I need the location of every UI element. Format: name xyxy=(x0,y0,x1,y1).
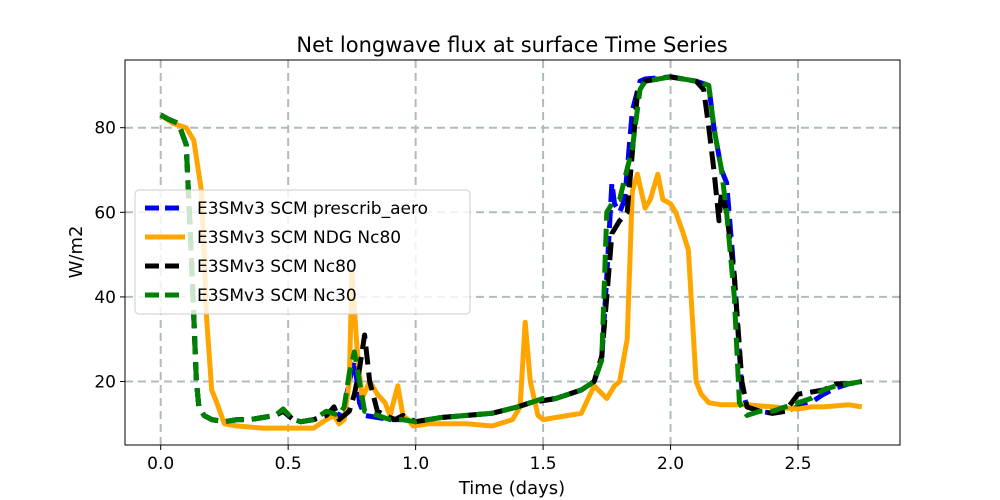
plot-frame xyxy=(124,59,901,446)
series-line-2 xyxy=(159,112,863,431)
x-axis-label: Time (days) xyxy=(458,478,565,499)
y-axis-label: W/m2 xyxy=(66,226,87,279)
series-lines xyxy=(159,74,863,431)
chart-title: Net longwave flux at surface Time Series xyxy=(296,33,727,57)
legend-label-3: E3SMv3 SCM Nc80 xyxy=(197,257,357,277)
y-axis-ticks: 20 40 60 80 xyxy=(94,119,125,393)
legend-label-1: E3SMv3 SCM prescrib_aero xyxy=(197,199,428,219)
legend-items: E3SMv3 SCM prescrib_aero E3SMv3 SCM NDG N… xyxy=(145,199,428,306)
y-tick-label: 60 xyxy=(94,203,116,223)
x-tick-label: 2.0 xyxy=(657,454,684,474)
legend-label-4: E3SMv3 SCM Nc30 xyxy=(197,286,357,306)
x-axis-ticks: 0.0 0.5 1.0 1.5 2.0 2.5 xyxy=(147,445,812,474)
legend-label-2: E3SMv3 SCM NDG Nc80 xyxy=(197,228,401,248)
x-tick-label: 1.5 xyxy=(530,454,557,474)
x-tick-label: 0.5 xyxy=(275,454,302,474)
x-tick-label: 1.0 xyxy=(402,454,429,474)
series-line-4 xyxy=(159,74,863,425)
y-tick-label: 80 xyxy=(94,119,116,139)
y-tick-label: 40 xyxy=(94,288,116,308)
x-tick-label: 2.5 xyxy=(785,454,812,474)
x-tick-label: 0.0 xyxy=(147,454,174,474)
legend: E3SMv3 SCM prescrib_aero E3SMv3 SCM NDG N… xyxy=(134,189,471,315)
legend-box xyxy=(134,189,471,315)
y-tick-label: 20 xyxy=(94,373,116,393)
